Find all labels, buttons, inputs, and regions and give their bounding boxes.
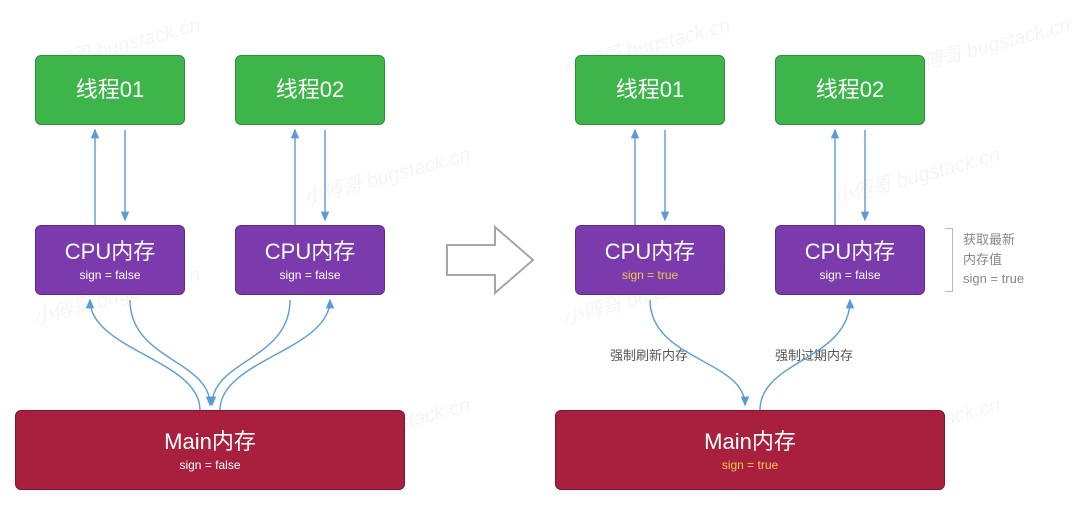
bracket	[945, 228, 953, 292]
box-title: 线程02	[276, 76, 344, 105]
side-note-line: 内存值	[963, 250, 1024, 270]
right-cpu-1: CPU内存 sign = true	[575, 225, 725, 295]
side-note: 获取最新 内存值 sign = true	[963, 230, 1024, 289]
diagram-root: 线程01 线程02 CPU内存 sign = false CPU内存 sign …	[0, 0, 1080, 524]
left-cpu-2: CPU内存 sign = false	[235, 225, 385, 295]
box-title: CPU内存	[805, 238, 895, 267]
right-main-memory: Main内存 sign = true	[555, 410, 945, 490]
box-title: CPU内存	[65, 238, 155, 267]
box-title: 线程02	[816, 76, 884, 105]
label-force-refresh: 强制刷新内存	[610, 345, 688, 364]
transition-arrow-icon	[445, 225, 535, 295]
box-sub: sign = false	[279, 268, 340, 282]
box-title: 线程01	[76, 76, 144, 105]
right-thread-2: 线程02	[775, 55, 925, 125]
side-note-line: 获取最新	[963, 230, 1024, 250]
box-title: Main内存	[704, 428, 796, 457]
right-cpu-2: CPU内存 sign = false	[775, 225, 925, 295]
left-cpu-1: CPU内存 sign = false	[35, 225, 185, 295]
side-note-line: sign = true	[963, 269, 1024, 289]
box-title: Main内存	[164, 428, 256, 457]
box-sub: sign = false	[79, 268, 140, 282]
box-sub: sign = false	[819, 268, 880, 282]
left-main-memory: Main内存 sign = false	[15, 410, 405, 490]
left-thread-2: 线程02	[235, 55, 385, 125]
left-thread-1: 线程01	[35, 55, 185, 125]
box-sub: sign = true	[722, 458, 778, 472]
label-force-expire: 强制过期内存	[775, 345, 853, 364]
box-sub: sign = false	[179, 458, 240, 472]
box-title: 线程01	[616, 76, 684, 105]
box-title: CPU内存	[605, 238, 695, 267]
box-title: CPU内存	[265, 238, 355, 267]
box-sub: sign = true	[622, 268, 678, 282]
right-thread-1: 线程01	[575, 55, 725, 125]
